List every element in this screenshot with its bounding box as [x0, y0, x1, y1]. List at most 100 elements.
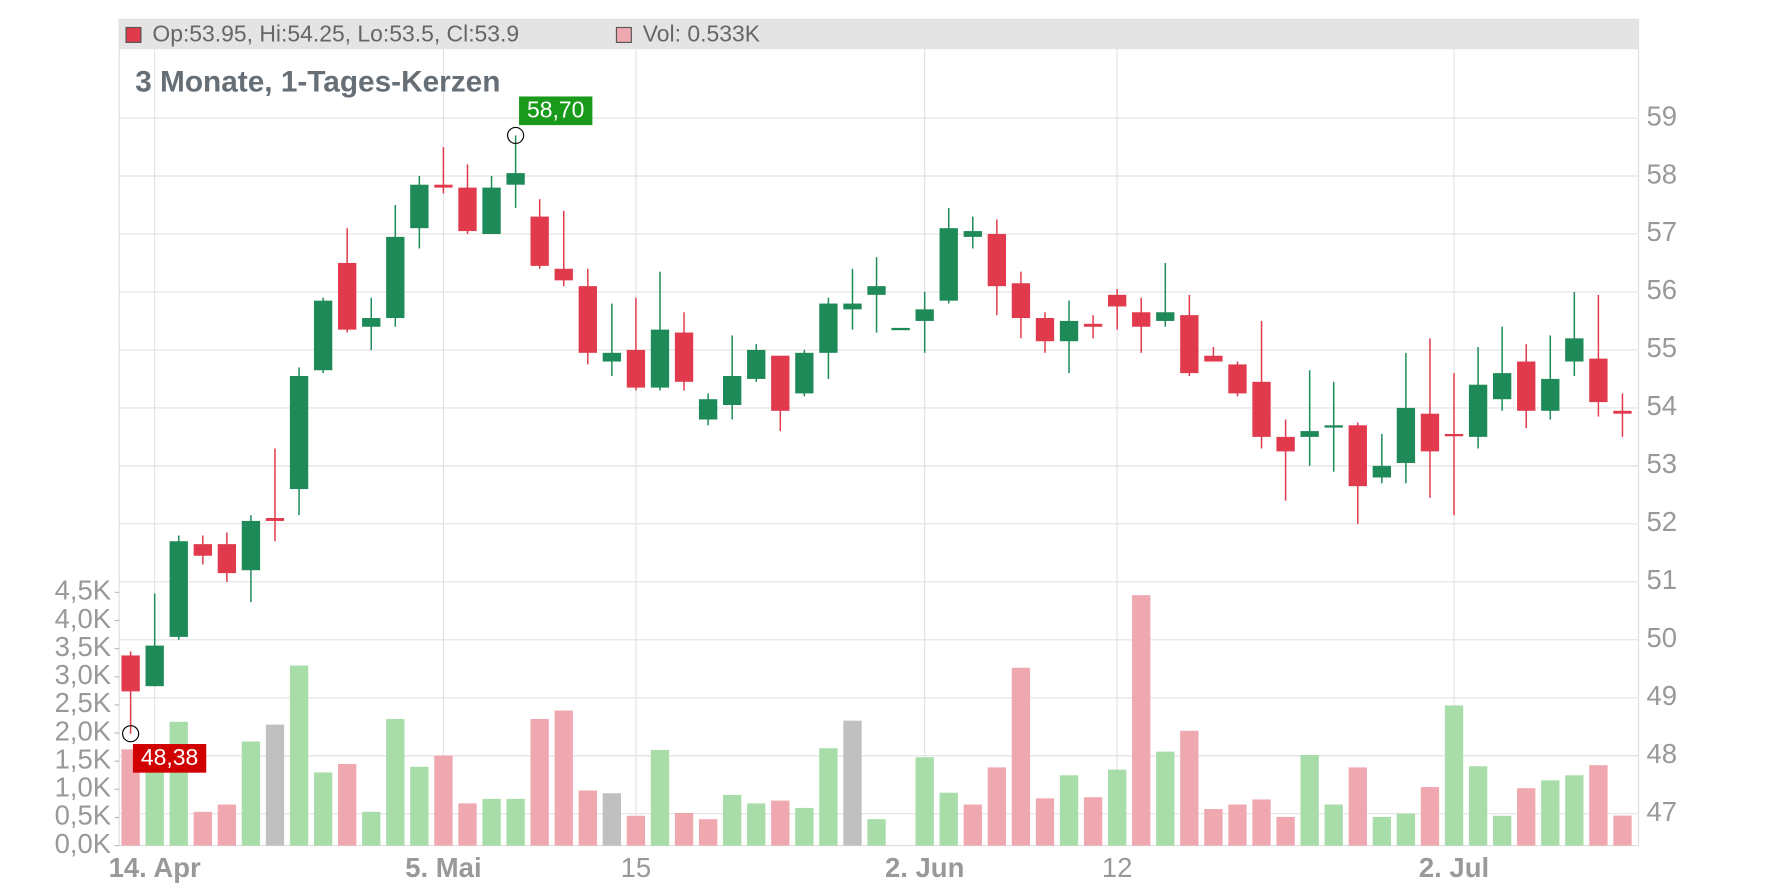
volume-bar [843, 720, 862, 846]
candle-body [169, 541, 188, 637]
volume-bar [338, 764, 357, 846]
min-label-box [132, 744, 207, 773]
y-tick-label: 59 [1647, 100, 1678, 131]
volume-bar [1348, 767, 1367, 846]
y-tick-label: 57 [1647, 216, 1678, 247]
x-tick-label: 2. Jun [885, 852, 964, 883]
volume-tick-label: 0,5K [55, 800, 112, 831]
candle-body [867, 286, 886, 295]
volume-bar [1541, 780, 1560, 846]
candle-body [626, 349, 646, 388]
volume-bar [434, 755, 453, 846]
volume-bar [1011, 667, 1031, 846]
volume-bar [1565, 775, 1584, 846]
candle-body [145, 645, 164, 687]
candle-body [121, 655, 140, 692]
volume-bar [771, 800, 790, 846]
candle-body [1156, 312, 1175, 321]
volume-bar [1059, 775, 1079, 846]
candle-body [1589, 358, 1608, 403]
candle-body [602, 352, 622, 362]
volume-bar [819, 748, 838, 846]
volume-bar [1324, 804, 1343, 846]
volume-text: Vol: 0.533K [643, 21, 761, 47]
volume-bar [747, 803, 766, 846]
candle-body [217, 544, 237, 574]
volume-bar [554, 710, 573, 846]
volume-bar [1517, 788, 1536, 846]
candle-body [362, 318, 381, 327]
volume-bar [1276, 816, 1295, 846]
candle-body [1396, 407, 1416, 463]
x-tick-label: 12 [1102, 852, 1133, 883]
y-tick-label: 47 [1647, 796, 1678, 827]
candle-body [963, 231, 982, 237]
candle-body [1492, 373, 1512, 400]
volume-bar [1252, 799, 1271, 846]
candle-body [506, 173, 525, 185]
volume-bar [1132, 595, 1151, 846]
candle-body [1372, 465, 1392, 478]
x-tick-label: 15 [621, 852, 652, 883]
candle-body [819, 303, 838, 353]
candle-body [1468, 384, 1488, 437]
marks: 58,70 48,38 [121, 96, 1632, 846]
candle-body [1083, 323, 1103, 327]
candle-body [650, 329, 670, 388]
candle-body [939, 228, 958, 301]
volume-bar [795, 807, 814, 846]
x-tick-label: 2. Jul [1419, 852, 1489, 883]
volume-bar [1444, 705, 1464, 846]
y-tick-label: 51 [1647, 564, 1678, 595]
candle-body [193, 544, 212, 556]
candle-body [674, 332, 694, 382]
candle-body [1252, 381, 1271, 437]
volume-bar [193, 811, 212, 846]
candle-body [1107, 294, 1127, 307]
volume-bar [1396, 813, 1416, 846]
volume-bar [217, 804, 237, 846]
candle-body [265, 518, 285, 521]
y-tick-label: 54 [1647, 390, 1678, 421]
y-tick-label: 48 [1647, 738, 1678, 769]
candle-body [843, 303, 862, 310]
candle-body [578, 286, 597, 353]
volume-bar [169, 721, 188, 846]
y-tick-label: 53 [1647, 448, 1678, 479]
y-tick-label: 50 [1647, 622, 1678, 653]
volume-tick-label: 2,5K [55, 687, 112, 718]
volume-bar [602, 793, 622, 846]
volume-bar [386, 718, 405, 846]
max-label: 58,70 [527, 96, 584, 122]
volume-bar [1107, 769, 1127, 846]
candle-body [458, 187, 477, 232]
candle-body [1324, 425, 1343, 428]
candle-body [1420, 413, 1440, 452]
volume-bar [289, 665, 309, 846]
volume-bar [698, 819, 718, 846]
volume-bar [1420, 787, 1440, 846]
candle-body [386, 236, 405, 319]
ohlc-icon [125, 26, 142, 43]
volume-bar [313, 772, 333, 846]
candle-body [1565, 338, 1584, 362]
volume-bar [650, 749, 670, 846]
volume-bar [578, 790, 597, 846]
candle-body [241, 520, 261, 571]
candle-body [915, 309, 934, 321]
volume-bar [1372, 816, 1392, 846]
volume-bar [674, 812, 694, 846]
candle-body [482, 187, 501, 234]
volume-tick-label: 1,5K [55, 743, 112, 774]
header-bar [119, 19, 1639, 50]
plot-area [118, 18, 1640, 847]
volume-tick-label: 2,0K [55, 715, 112, 746]
volume-bar [458, 803, 477, 846]
x-tick-label: 5. Mai [405, 852, 481, 883]
grid: 47 48 49 50 51 52 53 54 55 56 57 58 59 0,0K0,5K1,0K1,… [55, 49, 1678, 883]
candle-body [795, 352, 814, 394]
volume-bar [1156, 751, 1175, 846]
volume-bar [362, 811, 381, 846]
volume-bar [1228, 804, 1247, 846]
